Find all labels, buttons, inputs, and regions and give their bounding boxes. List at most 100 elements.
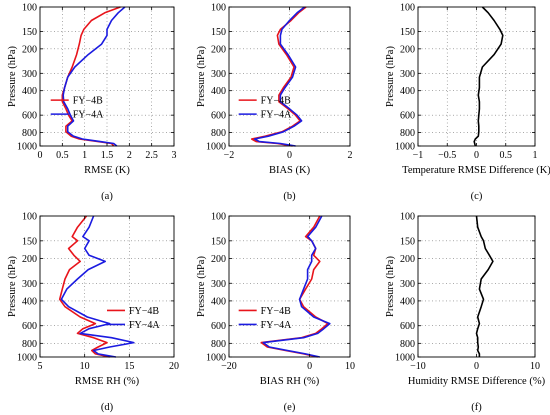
x-tick-label: 10 <box>530 361 540 372</box>
y-tick-label: 200 <box>211 44 226 55</box>
x-tick-label: −0.5 <box>438 150 456 161</box>
x-tick-label: 20 <box>169 361 179 372</box>
x-axis-label: RMSE RH (%) <box>75 376 140 387</box>
legend-entry: FY−4A <box>261 320 292 331</box>
y-tick-label: 800 <box>22 339 37 350</box>
x-tick-label: 10 <box>345 361 355 372</box>
panel-label: (f) <box>471 402 482 413</box>
x-axis-label: BIAS (K) <box>269 165 311 176</box>
panel-label: (d) <box>101 402 114 413</box>
y-tick-label: 1000 <box>206 142 226 153</box>
y-tick-label: 150 <box>22 236 37 247</box>
legend: FY−4B FY−4A <box>107 306 160 331</box>
x-tick-label: 0 <box>287 150 292 161</box>
y-tick-label: 200 <box>211 254 226 265</box>
x-tick-label: 0 <box>307 361 312 372</box>
y-tick-label: 300 <box>211 69 226 80</box>
legend-entry: FY−4B <box>73 96 103 107</box>
panel-label: (a) <box>101 191 113 202</box>
y-tick-label: 300 <box>22 279 37 290</box>
series-line-fy4b <box>61 6 121 147</box>
legend-entry: FY−4B <box>261 96 291 107</box>
series-line-difference <box>475 215 494 357</box>
y-tick-label: 100 <box>400 212 415 223</box>
y-tick-label: 200 <box>400 44 415 55</box>
y-tick-label: 150 <box>400 236 415 247</box>
x-tick-label: −20 <box>221 361 237 372</box>
plot-frame <box>228 6 351 147</box>
y-tick-label: 400 <box>400 296 415 307</box>
y-tick-label: 800 <box>211 339 226 350</box>
x-tick-label: −10 <box>410 361 426 372</box>
x-axis-label: Humidity RMSE Difference (%) <box>408 376 546 387</box>
y-axis-label: Pressure (hPa) <box>385 256 396 317</box>
panel-6: −10 0 10 100 150 200 300 400 600 800 1000 Humidity … <box>385 212 546 414</box>
y-axis-label: Pressure (hPa) <box>7 46 18 107</box>
y-tick-label: 300 <box>400 279 415 290</box>
y-tick-label: 100 <box>22 212 37 223</box>
y-tick-label: 100 <box>211 212 226 223</box>
series-line-fy4a <box>262 215 331 358</box>
y-tick-label: 100 <box>211 3 226 14</box>
y-tick-label: 600 <box>211 111 226 122</box>
y-axis-label: Pressure (hPa) <box>7 256 18 317</box>
plot-frame <box>39 215 175 358</box>
y-tick-label: 800 <box>400 339 415 350</box>
panel-2: −2 0 2 100 150 200 300 400 600 800 1000 BIAS (K) Pre… <box>196 3 353 203</box>
legend-entry: FY−4A <box>129 320 160 331</box>
y-tick-label: 100 <box>22 3 37 14</box>
plot-frame <box>417 6 536 147</box>
y-tick-label: 400 <box>211 296 226 307</box>
panel-1: 0 0.5 1 1.5 2 2.5 3 100 150 200 300 400 600 800 1000 RM… <box>7 3 177 203</box>
legend-entry: FY−4A <box>261 110 292 121</box>
y-tick-label: 400 <box>22 296 37 307</box>
plot-frame <box>228 215 351 358</box>
series-line-fy4a <box>60 215 135 358</box>
y-tick-label: 400 <box>211 86 226 97</box>
x-tick-label: −2 <box>224 150 235 161</box>
y-tick-label: 600 <box>400 111 415 122</box>
panel-label: (c) <box>471 191 483 202</box>
panel-4: 5 10 15 20 100 150 200 300 400 600 800 1000 RMSE RH … <box>7 212 179 414</box>
legend-entry: FY−4B <box>129 306 159 317</box>
x-tick-label: 1 <box>533 150 538 161</box>
y-axis-label: Pressure (hPa) <box>196 256 207 317</box>
series-line-fy4a <box>253 6 306 147</box>
y-axis-label: Pressure (hPa) <box>385 46 396 107</box>
y-tick-label: 150 <box>211 27 226 38</box>
y-tick-label: 300 <box>400 69 415 80</box>
y-tick-label: 1000 <box>17 353 37 364</box>
y-tick-label: 600 <box>211 321 226 332</box>
y-tick-label: 200 <box>400 254 415 265</box>
y-tick-label: 300 <box>22 69 37 80</box>
legend-entry: FY−4B <box>261 306 291 317</box>
y-tick-label: 300 <box>211 279 226 290</box>
y-tick-label: 800 <box>211 128 226 139</box>
x-axis-label: BIAS RH (%) <box>260 376 320 387</box>
series-line-fy4b <box>250 6 307 147</box>
y-tick-label: 200 <box>22 254 37 265</box>
legend-entry: FY−4A <box>73 110 104 121</box>
x-axis-label: RMSE (K) <box>84 165 130 176</box>
y-tick-label: 150 <box>211 236 226 247</box>
y-axis-label: Pressure (hPa) <box>196 46 207 107</box>
x-tick-label: 0 <box>474 361 479 372</box>
x-tick-label: −1 <box>413 150 424 161</box>
x-tick-label: 2.5 <box>145 150 158 161</box>
series-line-fy4a <box>62 6 126 147</box>
x-tick-label: 2 <box>127 150 132 161</box>
legend: FY−4B FY−4A <box>238 306 292 331</box>
panel-3: −1 −0.5 0 0.5 1 100 150 200 300 400 600 800 1000 Temp… <box>385 3 550 203</box>
x-tick-label: 1 <box>82 150 87 161</box>
y-tick-label: 400 <box>22 86 37 97</box>
x-tick-label: 1.5 <box>101 150 114 161</box>
x-tick-label: 5 <box>38 361 43 372</box>
y-tick-label: 400 <box>400 86 415 97</box>
panel-label: (e) <box>284 402 296 413</box>
series-line-fy4b <box>260 215 329 358</box>
series-line-fy4b <box>58 215 110 358</box>
x-tick-label: 2 <box>348 150 353 161</box>
x-tick-label: 0.5 <box>56 150 69 161</box>
panel-5: −20 0 10 100 150 200 300 400 600 800 1000 BIAS RH (… <box>196 212 355 414</box>
x-tick-label: 0 <box>38 150 43 161</box>
